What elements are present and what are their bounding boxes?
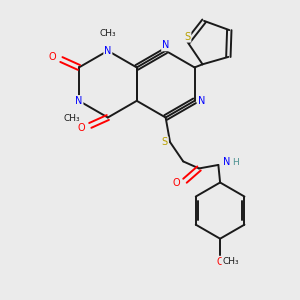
Text: N: N [198, 96, 205, 106]
Text: N: N [75, 96, 82, 106]
Text: O: O [49, 52, 56, 62]
Text: CH₃: CH₃ [100, 29, 117, 38]
Text: O: O [78, 123, 85, 133]
Text: N: N [104, 46, 112, 56]
Text: N: N [224, 157, 231, 167]
Text: S: S [184, 32, 190, 42]
Text: CH₃: CH₃ [222, 257, 239, 266]
Text: CH₃: CH₃ [64, 114, 80, 123]
Text: H: H [232, 158, 238, 167]
Text: O: O [172, 178, 180, 188]
Text: S: S [162, 137, 168, 147]
Text: O: O [216, 256, 224, 266]
Text: N: N [162, 40, 169, 50]
